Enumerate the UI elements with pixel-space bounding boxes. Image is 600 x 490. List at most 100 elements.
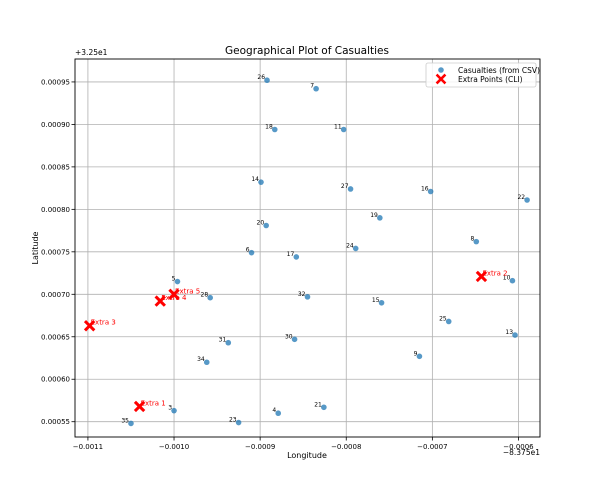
casualty-point-label: 25 [439,315,447,322]
casualty-point-label: 4 [272,407,276,414]
extra-point-marker [154,295,166,307]
casualty-point-label: 18 [265,124,273,131]
extra-point-label: Extra 5 [175,287,200,295]
casualty-point-label: 11 [334,124,342,131]
extra-point-marker [475,270,488,283]
extra-point-label: Extra 4 [161,294,187,302]
x-tick-label: −0.0008 [331,443,361,451]
y-axis-label: Latitude [31,231,40,264]
casualty-point [264,77,270,84]
x-tick-label: −0.0011 [73,443,103,451]
y-tick-label: 0.00095 [41,78,70,86]
casualty-point-label: 17 [287,251,295,258]
casualty-point-label: 21 [314,401,322,408]
casualty-point-label: 15 [372,297,380,304]
casualty-point-label: 28 [201,292,209,299]
legend-label-extra: Extra Points (CLI) [458,75,523,84]
legend-box [425,62,537,88]
casualty-point [304,294,311,300]
extra-point-label: Extra 1 [141,399,166,407]
y-tick-label: 0.00060 [41,376,70,384]
casualty-point [512,332,518,338]
casualty-point [427,188,434,195]
casualty-point [352,245,359,252]
casualty-point [524,197,530,203]
casualty-point [340,126,347,133]
casualty-point [377,215,383,221]
extra-point-label: Extra 2 [482,269,507,277]
y-tick-label: 0.00090 [41,121,70,129]
casualty-point-label: 35 [121,417,129,424]
extra-point-marker [133,400,146,413]
casualty-point-label: 5 [172,276,176,283]
casualty-point-label: 6 [246,247,250,254]
x-tick-label: −0.0009 [245,443,275,451]
data-marks: 26 7 18 11 14 27 16 22 19 20 8 24 6 17 10 5 28 32 15 25 13 31… [83,74,530,427]
legend-label-casualties: Casualties (from CSV) [458,66,540,75]
y-offset-label: +3.25e1 [75,48,108,57]
casualty-point [263,222,269,229]
y-tick-label: 0.00070 [41,291,70,299]
casualty-point-label: 24 [346,242,354,249]
casualty-point-label: 8 [470,236,474,243]
casualty-point-label: 14 [251,176,259,183]
casualty-point-label: 32 [298,291,306,298]
casualty-point [174,278,181,285]
extra-point-marker [83,320,96,332]
x-tick-label: −0.0010 [159,443,189,451]
casualty-point [203,359,210,366]
x-axis-label: Longitude [287,451,327,460]
y-tick-label: 0.00075 [41,248,70,256]
casualty-point [347,186,354,192]
casualty-point-label: 27 [341,183,349,190]
y-tick-label: 0.00065 [41,333,70,341]
casualty-point-label: 30 [285,333,293,340]
casualty-point [225,339,232,346]
casualty-point-label: 16 [421,186,429,193]
casualty-point-label: 10 [503,275,511,282]
casualty-point [207,294,213,301]
plot-frame [74,58,541,438]
casualty-point [293,254,300,260]
x-tick-label: −0.0007 [417,443,447,451]
casualty-point [258,179,264,185]
casualty-point-label: 20 [257,219,265,226]
casualty-point [509,277,516,284]
casualty-point [445,318,452,325]
y-tick-label: 0.00085 [41,163,70,171]
casualty-point-label: 3 [168,405,172,412]
axis-ticks: −0.0011 −0.0010 −0.0009 −0.0008 −0.0007 −0.00… [41,78,534,451]
chart-title: Geographical Plot of Casualties [225,45,389,57]
casualty-point-label: 34 [197,356,205,363]
casualty-point [313,85,319,92]
casualty-point [248,249,255,256]
casualty-point-label: 9 [414,350,418,357]
casualty-point-label: 26 [257,74,265,81]
legend: Casualties (from CSV) Extra Points (CLI) [425,62,540,88]
casualty-point [473,238,480,245]
x-offset-label: −8.375e1 [503,448,540,457]
y-tick-label: 0.00055 [41,418,70,426]
casualty-point [378,299,385,306]
casualty-point [275,410,282,417]
casualty-point [128,420,134,427]
extra-point-marker [168,288,180,301]
casualty-point-label: 7 [310,83,314,90]
casualty-point-label: 31 [219,337,227,344]
casualty-point-label: 23 [229,417,237,424]
casualty-point-label: 22 [517,194,525,201]
casualty-point [416,353,423,360]
x-tick-label: −0.0006 [503,443,534,451]
casualty-point [321,404,327,411]
legend-circle-marker [438,67,444,73]
casualty-point [235,419,242,426]
extra-point-label: Extra 3 [91,319,116,327]
legend-x-marker [435,73,447,85]
casualty-point-label: 13 [505,329,513,336]
casualty-point [291,336,298,343]
casualty-point-label: 19 [370,212,378,219]
y-tick-label: 0.00080 [41,206,70,214]
casualty-point [271,126,278,133]
casualty-point [171,407,177,414]
